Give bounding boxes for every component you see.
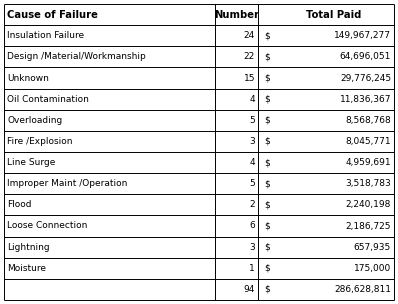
Text: 2: 2 [250, 200, 255, 209]
Text: Fire /Explosion: Fire /Explosion [7, 137, 72, 146]
Text: $: $ [264, 264, 270, 273]
Text: $: $ [264, 137, 270, 146]
Text: Oil Contamination: Oil Contamination [7, 95, 89, 104]
Text: 175,000: 175,000 [354, 264, 391, 273]
Text: Flood: Flood [7, 200, 31, 209]
Text: $: $ [264, 52, 270, 61]
Text: 94: 94 [244, 285, 255, 294]
Text: 1: 1 [249, 264, 255, 273]
Text: 8,045,771: 8,045,771 [345, 137, 391, 146]
Text: 22: 22 [244, 52, 255, 61]
Text: 3: 3 [249, 243, 255, 252]
Text: $: $ [264, 243, 270, 252]
Text: Number: Number [214, 9, 259, 19]
Text: $: $ [264, 179, 270, 188]
Text: 286,628,811: 286,628,811 [334, 285, 391, 294]
Text: 2,186,725: 2,186,725 [345, 222, 391, 230]
Text: 3,518,783: 3,518,783 [345, 179, 391, 188]
Text: 5: 5 [249, 116, 255, 125]
Text: Improper Maint /Operation: Improper Maint /Operation [7, 179, 127, 188]
Text: $: $ [264, 31, 270, 40]
Text: 149,967,277: 149,967,277 [334, 31, 391, 40]
Text: 11,836,367: 11,836,367 [339, 95, 391, 104]
Text: 29,776,245: 29,776,245 [340, 74, 391, 82]
Text: $: $ [264, 200, 270, 209]
Text: Design /Material/Workmanship: Design /Material/Workmanship [7, 52, 146, 61]
Text: 15: 15 [244, 74, 255, 82]
Text: Unknown: Unknown [7, 74, 49, 82]
Text: $: $ [264, 158, 270, 167]
Text: $: $ [264, 116, 270, 125]
Text: 2,240,198: 2,240,198 [345, 200, 391, 209]
Text: Cause of Failure: Cause of Failure [7, 9, 98, 19]
Text: 6: 6 [249, 222, 255, 230]
Text: 5: 5 [249, 179, 255, 188]
Text: $: $ [264, 222, 270, 230]
Text: Overloading: Overloading [7, 116, 62, 125]
Text: Moisture: Moisture [7, 264, 46, 273]
Text: Lightning: Lightning [7, 243, 50, 252]
Text: 4: 4 [250, 95, 255, 104]
Text: Line Surge: Line Surge [7, 158, 55, 167]
Text: $: $ [264, 95, 270, 104]
Text: $: $ [264, 285, 270, 294]
Text: 64,696,051: 64,696,051 [339, 52, 391, 61]
Text: 4,959,691: 4,959,691 [345, 158, 391, 167]
Text: 8,568,768: 8,568,768 [345, 116, 391, 125]
Text: Insulation Failure: Insulation Failure [7, 31, 84, 40]
Text: 657,935: 657,935 [354, 243, 391, 252]
Text: 3: 3 [249, 137, 255, 146]
Text: Loose Connection: Loose Connection [7, 222, 88, 230]
Text: Total Paid: Total Paid [306, 9, 362, 19]
Text: $: $ [264, 74, 270, 82]
Text: 24: 24 [244, 31, 255, 40]
Text: 4: 4 [250, 158, 255, 167]
